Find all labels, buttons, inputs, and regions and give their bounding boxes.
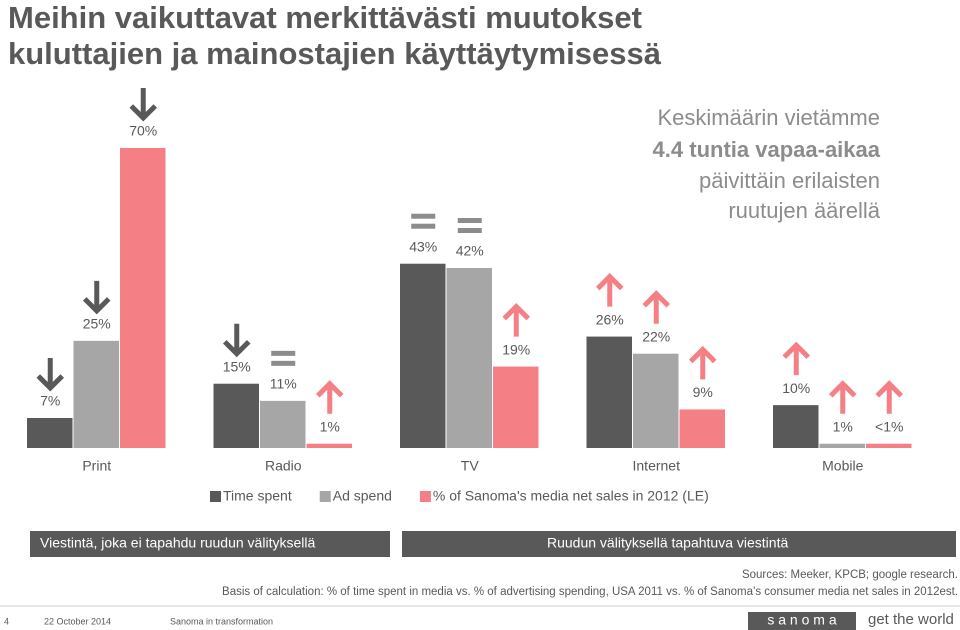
bar [866,443,912,448]
bar [120,148,166,448]
value-label: 10% [782,380,810,396]
bar [819,443,865,448]
bar [27,418,73,448]
category-label: Radio [265,458,302,474]
trend-arrow-up [642,290,671,324]
callout-line: 4.4 tuntia vapaa-aikaa [653,137,881,162]
category-label: Mobile [822,458,863,474]
source-line: Basis of calculation: % of time spent in… [222,586,958,598]
trend-equal [457,218,482,223]
value-label: 26% [596,311,624,327]
value-label: 1% [320,418,340,434]
bar [679,409,725,448]
trend-arrow-up [688,345,717,380]
legend-label: Time spent [223,488,292,504]
value-label: 70% [129,123,157,139]
bar [633,353,679,448]
legend-swatch [419,491,431,502]
bar [400,263,446,448]
callout-line: päivittäin erilaisten [699,168,880,193]
bar [493,366,539,448]
trend-arrow-down [222,323,251,358]
bar [586,336,632,448]
value-label: 19% [502,341,530,357]
bar [306,443,352,448]
value-label: 42% [456,243,484,259]
bar [260,400,306,448]
value-label: 25% [83,316,111,332]
value-label: 43% [409,238,437,254]
trend-equal [457,228,482,233]
bar [73,340,119,448]
footer-subject: Sanoma in transformation [170,616,273,626]
logo: s a n o m a [767,612,836,628]
legend-swatch [210,491,221,502]
trend-arrow-up [782,341,811,376]
category-label: Print [82,458,111,474]
trend-arrow-up [315,380,344,414]
value-label: 11% [270,376,297,392]
trend-arrow-down [36,358,65,392]
section-label: Viestintä, joka ei tapahdu ruudun välity… [40,535,315,551]
legend-label: % of Sanoma's media net sales in 2012 (L… [433,488,709,504]
logo-box [748,612,856,630]
value-label: 1% [833,418,853,434]
page-number: 4 [4,616,9,626]
trend-equal [411,223,436,229]
tagline: get the world [868,611,954,628]
trend-arrow-down [129,88,158,122]
legend-label: Ad spend [333,488,392,504]
section-box [402,531,956,557]
value-label: 15% [223,358,251,374]
value-label: <1% [875,418,903,434]
value-label: 9% [693,384,713,400]
trend-arrow-up [595,273,624,307]
callout-line: Keskimäärin vietämme [657,105,880,130]
bar [773,405,819,448]
trend-arrow-down [82,280,111,315]
title-line: kuluttajien ja mainostajien käyttäytymis… [8,36,662,71]
title-line: Meihin vaikuttavat merkittävästi muutoks… [8,0,642,35]
trend-arrow-up [828,380,857,414]
value-label: 22% [642,328,670,344]
trend-arrow-up [502,303,531,337]
footer-date: 22 October 2014 [44,616,111,626]
trend-equal [271,350,296,356]
section-label: Ruudun välityksellä tapahtuva viestintä [547,535,788,551]
value-label: 7% [40,393,60,409]
section-box [30,531,390,557]
category-label: TV [461,458,480,474]
legend-swatch [319,491,331,502]
category-label: Internet [633,458,681,474]
trend-arrow-up [875,380,904,414]
bar [213,383,259,448]
trend-equal [271,360,296,366]
source-line: Sources: Meeker, KPCB; google research. [742,569,958,581]
trend-equal [411,213,436,219]
bar [446,268,492,448]
callout-line: ruutujen äärellä [728,198,880,223]
